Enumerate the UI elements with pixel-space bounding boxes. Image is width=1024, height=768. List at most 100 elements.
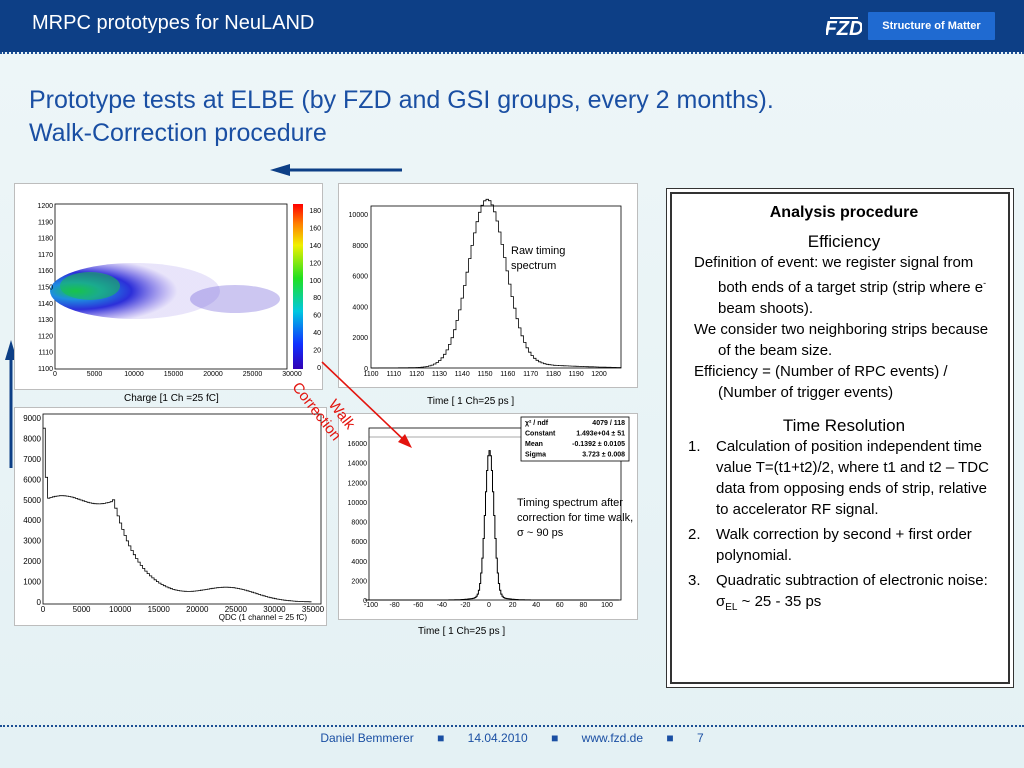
scatter-x-tick: 30000 — [282, 371, 302, 378]
raw-y-tick: 10000 — [349, 212, 369, 219]
corrected-y-tick: 2000 — [351, 578, 367, 585]
raw-y-tick: 6000 — [352, 274, 368, 281]
qdc-x-tick: 35000 — [302, 605, 325, 614]
scatter-y-tick: 1120 — [38, 333, 53, 340]
raw-x-tick: 1180 — [546, 371, 561, 378]
scatter-z-tick: 180 — [309, 208, 321, 215]
left-arrow-icon — [270, 164, 402, 176]
corrected-y-tick: 4000 — [351, 559, 367, 566]
fit-stat-name: Mean — [525, 441, 543, 448]
corrected-svg: 1600014000120001000080006000400020000-10… — [348, 416, 630, 609]
qdc-x-tick: 0 — [41, 605, 46, 614]
corrected-y-tick: 8000 — [351, 520, 367, 527]
slide-title: Prototype tests at ELBE (by FZD and GSI … — [29, 84, 774, 150]
scatter-svg: 1200119011801170116011501140113011201110… — [37, 203, 321, 378]
time-item-3: 3. Quadratic subtraction of electronic no… — [688, 572, 988, 613]
raw-note-line1: Raw timing — [511, 245, 566, 257]
scatter-x-tick: 5000 — [87, 371, 103, 378]
corrected-y-tick: 16000 — [348, 441, 368, 448]
raw-x-tick: 1120 — [409, 371, 424, 378]
header-title: MRPC prototypes for NeuLAND — [32, 12, 315, 34]
fit-stat-name: Constant — [525, 431, 556, 438]
scatter-z-tick: 0 — [317, 365, 321, 372]
qdc-xlabel: QDC (1 channel = 25 fC) — [219, 613, 308, 622]
slide-title-line2: Walk-Correction procedure — [29, 119, 327, 147]
scatter-caption: Charge [1 Ch =25 fC] — [124, 393, 219, 404]
scatter-y-tick: 1160 — [38, 268, 53, 275]
raw-x-tick: 1190 — [569, 371, 584, 378]
corrected-x-tick: -60 — [413, 602, 423, 609]
corrected-x-tick: 20 — [509, 602, 517, 609]
raw-x-tick: 1100 — [363, 371, 378, 378]
corrected-y-tick: 14000 — [348, 461, 368, 468]
raw-caption: Time [ 1 Ch=25 ps ] — [427, 396, 515, 407]
qdc-x-tick: 10000 — [109, 605, 132, 614]
fit-stats-box: χ² / ndf 4079 / 118 Constant 1.493e+04 ± 51… — [520, 416, 630, 462]
efficiency-item-1: Definition of event: we register signal … — [694, 254, 987, 317]
qdc-y-tick: 2000 — [23, 557, 41, 566]
header-bar: MRPC prototypes for NeuLAND FZD Structur… — [0, 0, 1024, 52]
fit-stat-value: 1.493e+04 ± 51 — [576, 431, 625, 438]
scatter-y-tick: 1110 — [38, 350, 53, 357]
corrected-y-tick: 6000 — [351, 539, 367, 546]
footer-sep-2: ■ — [551, 731, 559, 745]
scatter-y-tick: 1100 — [38, 366, 53, 373]
raw-x-tick: 1200 — [591, 371, 607, 378]
time-resolution-title: Time Resolution — [782, 416, 906, 435]
efficiency-item-3: Efficiency = (Number of RPC events) / (N… — [694, 363, 948, 401]
raw-note-line2: spectrum — [511, 260, 557, 272]
corrected-note: Timing spectrum after correction for tim… — [517, 496, 633, 541]
qdc-y-tick: 0 — [37, 598, 42, 607]
raw-timing-plot: 10000 8000 6000 4000 2000 0 1100 1110 1120 1130 11… — [338, 183, 638, 388]
scatter-x-tick: 0 — [53, 371, 57, 378]
raw-note: Raw timing spectrum — [511, 244, 565, 274]
corrected-x-tick: -80 — [390, 602, 400, 609]
time-item-1: 1. Calculation of position independent ti… — [688, 438, 989, 518]
fit-stat-value: 3.723 ± 0.008 — [582, 452, 625, 459]
scatter-x-tick: 20000 — [203, 371, 223, 378]
corrected-note-line3: σ ~ 90 ps — [517, 527, 564, 539]
corrected-x-tick: 0 — [487, 602, 491, 609]
scatter-y-tick: 1170 — [38, 252, 53, 259]
corrected-note-line1: Timing spectrum after — [517, 497, 623, 509]
fit-stat-name: Sigma — [525, 452, 546, 459]
fzd-logo: FZD — [826, 10, 862, 44]
qdc-plot: 9000 8000 7000 6000 5000 4000 3000 2000 1000 0 0 50… — [14, 407, 327, 626]
scatter-z-tick: 120 — [309, 260, 321, 267]
qdc-y-tick: 5000 — [23, 496, 41, 505]
raw-x-tick: 1110 — [387, 371, 402, 378]
footer-url[interactable]: www.fzd.de — [581, 731, 644, 745]
corrected-x-tick: 40 — [532, 602, 540, 609]
corrected-x-tick: -20 — [460, 602, 470, 609]
raw-x-tick: 1130 — [432, 371, 447, 378]
footer-author: Daniel Bemmerer — [320, 731, 414, 745]
scatter-x-tick: 15000 — [164, 371, 184, 378]
fit-stat-value: 4079 / 118 — [592, 420, 625, 427]
scatter-z-tick: 80 — [313, 295, 321, 302]
qdc-y-tick: 9000 — [23, 414, 41, 423]
qdc-x-tick: 15000 — [148, 605, 171, 614]
walk-scatter-plot: 1200 1190 1180 1170 1160 1150 1140 1130 1120 1110… — [14, 183, 323, 390]
walk-correction-arrow-icon — [321, 361, 412, 448]
corrected-note-line2: correction for time walk, — [517, 512, 634, 524]
scatter-y-tick: 1190 — [38, 219, 53, 226]
raw-x-tick: 1170 — [523, 371, 538, 378]
footer-sep-3: ■ — [666, 731, 674, 745]
raw-y-tick: 0 — [364, 366, 368, 373]
footer-divider — [0, 725, 1024, 727]
structure-of-matter-badge[interactable]: Structure of Matter — [868, 12, 995, 40]
scatter-y-tick: 1130 — [38, 317, 53, 324]
scatter-z-tick: 20 — [313, 348, 321, 355]
corrected-y-tick: 10000 — [348, 500, 368, 507]
fit-stat-value: -0.1392 ± 0.0105 — [572, 441, 625, 448]
corrected-x-tick: 80 — [580, 602, 588, 609]
corrected-x-tick: 60 — [556, 602, 564, 609]
raw-y-tick: 2000 — [352, 335, 368, 342]
corrected-x-tick: 100 — [601, 602, 613, 609]
qdc-x-tick: 20000 — [186, 605, 209, 614]
panel-heading: Analysis procedure — [769, 204, 919, 221]
qdc-y-tick: 1000 — [23, 578, 41, 587]
efficiency-item-2: We consider two neighboring strips becau… — [694, 321, 989, 359]
